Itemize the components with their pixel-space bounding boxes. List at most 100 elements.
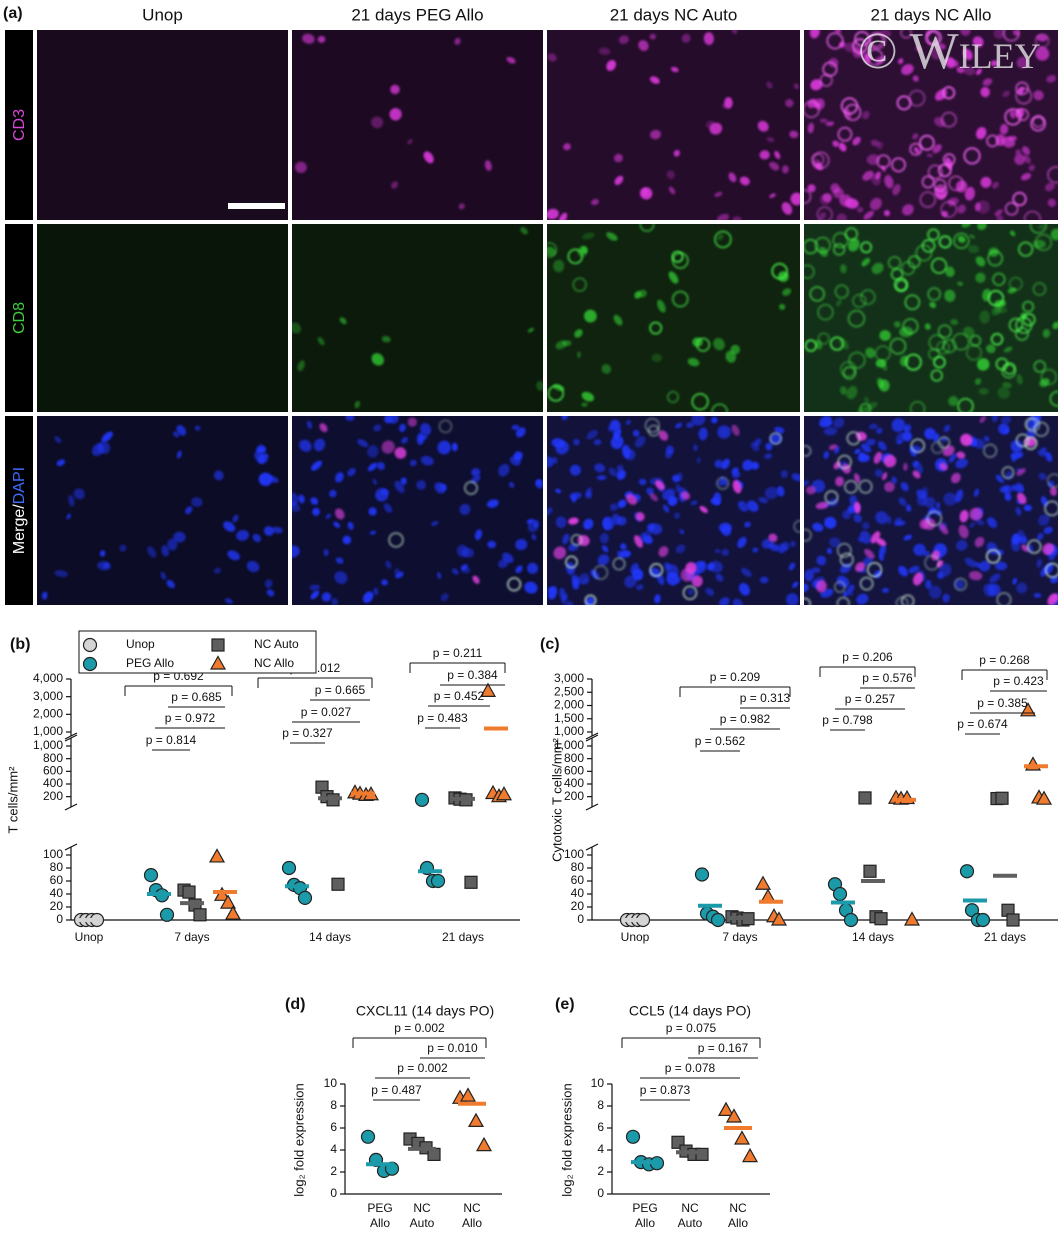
column-header: 21 days NC Allo — [871, 5, 992, 24]
cell — [339, 317, 347, 325]
cell — [646, 487, 654, 496]
cell — [1022, 146, 1030, 156]
y-tick-label: 6 — [330, 1120, 337, 1134]
cell — [849, 495, 858, 505]
cell — [919, 191, 937, 209]
cell — [833, 187, 844, 199]
data-point — [733, 1130, 751, 1145]
p-value: p = 0.167 — [698, 1041, 749, 1055]
cell — [574, 329, 583, 338]
cell — [903, 425, 909, 433]
cell — [732, 598, 744, 605]
cell — [893, 517, 902, 527]
cell — [957, 204, 966, 214]
cell — [752, 547, 759, 553]
data-point — [464, 875, 478, 889]
cell — [590, 198, 599, 206]
cell — [559, 587, 567, 601]
cell — [1046, 473, 1058, 489]
cell — [1002, 382, 1012, 389]
y-tick-label: 3,000 — [33, 689, 63, 703]
cell — [973, 488, 980, 497]
cell — [823, 451, 830, 459]
cell — [1049, 486, 1057, 497]
cell — [991, 306, 1002, 316]
cell — [527, 562, 539, 574]
cell — [863, 396, 870, 404]
cell — [381, 579, 388, 586]
cell — [1045, 182, 1055, 192]
cell — [855, 562, 866, 572]
cell — [617, 550, 623, 559]
cell — [1023, 210, 1042, 220]
x-tick-label: 21 days — [442, 930, 484, 944]
cell — [816, 580, 827, 593]
cell — [746, 500, 759, 512]
cell — [978, 387, 989, 395]
cell — [506, 56, 516, 64]
cell — [868, 31, 884, 48]
micrograph-background — [292, 30, 543, 220]
cell — [416, 480, 427, 490]
cell — [768, 533, 778, 543]
cell — [581, 232, 595, 240]
cell — [680, 491, 691, 500]
cell — [616, 516, 627, 526]
cell — [774, 150, 781, 160]
cell — [804, 264, 815, 280]
cell — [1010, 230, 1016, 237]
micrograph-background — [37, 224, 288, 412]
column-header: 21 days PEG Allo — [351, 5, 483, 24]
data-point — [741, 1147, 759, 1163]
cell — [310, 590, 320, 600]
cell — [695, 337, 711, 352]
cell — [854, 501, 861, 514]
x-tick-label: PEG Allo — [367, 1201, 392, 1230]
cell — [987, 250, 1004, 267]
cell — [927, 164, 943, 180]
y-tick-label: 4,000 — [33, 671, 63, 685]
cell — [271, 526, 283, 534]
cell — [781, 165, 789, 174]
axis-break — [64, 843, 78, 851]
cell — [837, 454, 852, 470]
cell — [401, 437, 409, 444]
cell — [598, 47, 611, 55]
cell — [486, 499, 499, 508]
cell — [836, 299, 842, 307]
cell — [972, 36, 984, 48]
cell — [964, 186, 975, 201]
cell — [264, 579, 273, 589]
cell — [926, 510, 943, 527]
cell — [685, 562, 697, 574]
data-point — [843, 912, 859, 928]
cell — [990, 332, 1004, 346]
cell — [907, 255, 921, 269]
cell — [100, 550, 106, 557]
cell — [306, 420, 312, 429]
cell — [990, 60, 999, 67]
cell — [953, 232, 970, 250]
cell — [843, 479, 858, 494]
cell — [54, 570, 68, 578]
cell — [804, 444, 812, 458]
panel-label: (c) — [540, 636, 560, 653]
cell — [573, 438, 580, 446]
cell — [639, 224, 655, 233]
cell — [977, 224, 987, 231]
cell — [313, 438, 326, 452]
cell — [616, 464, 624, 473]
cell — [883, 454, 897, 468]
cell — [996, 592, 1012, 605]
cell — [252, 533, 262, 543]
cell — [594, 463, 606, 473]
cell — [602, 518, 611, 531]
cell — [892, 184, 901, 196]
data-point — [903, 911, 921, 926]
y-axis-label: log₂ fold expression — [291, 1083, 306, 1196]
cell — [66, 513, 71, 520]
cell — [804, 597, 812, 605]
cell — [865, 347, 876, 359]
cell — [985, 548, 1001, 564]
